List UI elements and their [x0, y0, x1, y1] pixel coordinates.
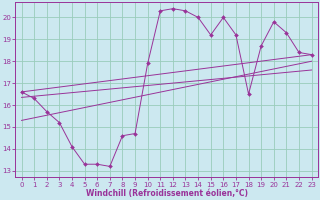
X-axis label: Windchill (Refroidissement éolien,°C): Windchill (Refroidissement éolien,°C)	[85, 189, 248, 198]
